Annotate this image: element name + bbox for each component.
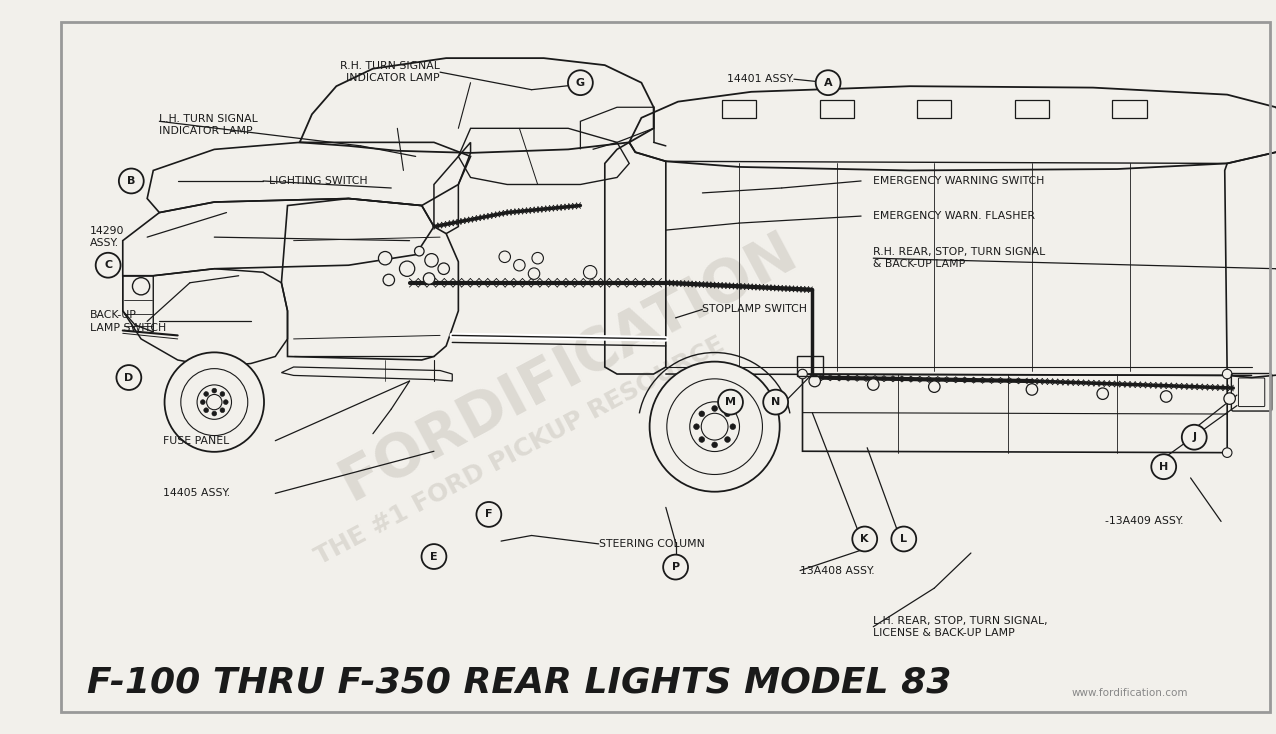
Text: THE #1 FORD PICKUP RESOURCE: THE #1 FORD PICKUP RESOURCE <box>310 333 729 570</box>
Text: K: K <box>860 534 869 544</box>
Circle shape <box>712 442 717 448</box>
Circle shape <box>583 266 597 279</box>
Circle shape <box>514 260 526 271</box>
Circle shape <box>725 411 730 417</box>
Text: STEERING COLUMN: STEERING COLUMN <box>598 539 704 549</box>
Circle shape <box>730 424 736 429</box>
Circle shape <box>219 392 225 396</box>
Text: R.H. TURN SIGNAL
INDICATOR LAMP: R.H. TURN SIGNAL INDICATOR LAMP <box>341 61 440 84</box>
Circle shape <box>649 362 780 492</box>
Circle shape <box>1222 369 1231 379</box>
Circle shape <box>424 273 435 284</box>
Circle shape <box>223 400 228 404</box>
Circle shape <box>438 263 449 275</box>
Circle shape <box>568 70 593 95</box>
Circle shape <box>1182 425 1207 450</box>
Text: J: J <box>1192 432 1196 442</box>
Circle shape <box>212 411 217 416</box>
Circle shape <box>667 379 763 474</box>
Text: EMERGENCY WARN. FLASHER: EMERGENCY WARN. FLASHER <box>873 211 1035 221</box>
Text: D: D <box>124 373 134 382</box>
Text: A: A <box>824 78 832 87</box>
Circle shape <box>1151 454 1176 479</box>
Circle shape <box>119 169 144 193</box>
Text: F: F <box>485 509 493 520</box>
Circle shape <box>383 275 394 286</box>
Circle shape <box>699 411 704 417</box>
Circle shape <box>204 408 208 413</box>
Circle shape <box>1160 390 1171 402</box>
Circle shape <box>212 388 217 393</box>
Circle shape <box>1026 384 1037 395</box>
Circle shape <box>379 252 392 265</box>
Circle shape <box>207 394 222 410</box>
Text: LIGHTING SWITCH: LIGHTING SWITCH <box>269 176 367 186</box>
Circle shape <box>694 424 699 429</box>
Text: G: G <box>575 78 584 87</box>
Circle shape <box>165 352 264 452</box>
Circle shape <box>219 408 225 413</box>
Circle shape <box>712 406 717 411</box>
Circle shape <box>725 437 730 443</box>
Circle shape <box>528 268 540 280</box>
Text: L.H. TURN SIGNAL
INDICATOR LAMP: L.H. TURN SIGNAL INDICATOR LAMP <box>160 114 258 136</box>
Circle shape <box>425 254 438 267</box>
Circle shape <box>690 401 740 451</box>
Circle shape <box>809 375 820 387</box>
Circle shape <box>197 385 231 419</box>
Circle shape <box>868 379 879 390</box>
Circle shape <box>852 526 877 551</box>
Circle shape <box>1222 448 1231 457</box>
Text: L.H. REAR, STOP, TURN SIGNAL,
LICENSE & BACK-UP LAMP: L.H. REAR, STOP, TURN SIGNAL, LICENSE & … <box>873 616 1048 638</box>
Circle shape <box>929 381 940 393</box>
Circle shape <box>204 392 208 396</box>
Circle shape <box>892 526 916 551</box>
Circle shape <box>1224 393 1235 404</box>
Circle shape <box>718 390 743 415</box>
Text: 14405 ASSY.: 14405 ASSY. <box>163 488 230 498</box>
Text: BACK-UP
LAMP SWITCH: BACK-UP LAMP SWITCH <box>89 310 166 333</box>
Circle shape <box>133 277 149 295</box>
Text: C: C <box>105 261 112 270</box>
Text: 14401 ASSY.: 14401 ASSY. <box>727 74 794 84</box>
Text: 14290
ASSY.: 14290 ASSY. <box>89 226 124 248</box>
Text: www.fordification.com: www.fordification.com <box>1072 688 1188 699</box>
Circle shape <box>96 252 120 277</box>
Circle shape <box>532 252 544 264</box>
Circle shape <box>476 502 501 527</box>
Circle shape <box>200 400 205 404</box>
Circle shape <box>1097 388 1109 399</box>
Text: 13A408 ASSY.: 13A408 ASSY. <box>800 566 874 575</box>
Circle shape <box>664 555 688 580</box>
Text: E: E <box>430 551 438 562</box>
Text: P: P <box>671 562 680 572</box>
Circle shape <box>116 365 142 390</box>
Circle shape <box>499 251 510 263</box>
Text: M: M <box>725 397 736 407</box>
Circle shape <box>421 544 447 569</box>
Circle shape <box>415 247 424 256</box>
Text: F-100 THRU F-350 REAR LIGHTS MODEL 83: F-100 THRU F-350 REAR LIGHTS MODEL 83 <box>87 666 952 700</box>
Text: STOPLAMP SWITCH: STOPLAMP SWITCH <box>702 305 808 314</box>
Text: -13A409 ASSY.: -13A409 ASSY. <box>1105 517 1184 526</box>
Circle shape <box>702 413 729 440</box>
Text: L: L <box>901 534 907 544</box>
Text: EMERGENCY WARNING SWITCH: EMERGENCY WARNING SWITCH <box>873 176 1045 186</box>
Circle shape <box>798 369 808 379</box>
Text: B: B <box>128 176 135 186</box>
Text: FUSE PANEL: FUSE PANEL <box>163 436 230 446</box>
Text: N: N <box>771 397 781 407</box>
Circle shape <box>763 390 789 415</box>
Circle shape <box>399 261 415 277</box>
Text: H: H <box>1159 462 1169 472</box>
Text: R.H. REAR, STOP, TURN SIGNAL
& BACK-UP LAMP: R.H. REAR, STOP, TURN SIGNAL & BACK-UP L… <box>873 247 1045 269</box>
Circle shape <box>181 368 248 435</box>
Text: FORDIFICATION: FORDIFICATION <box>329 222 806 512</box>
Circle shape <box>699 437 704 443</box>
Circle shape <box>815 70 841 95</box>
